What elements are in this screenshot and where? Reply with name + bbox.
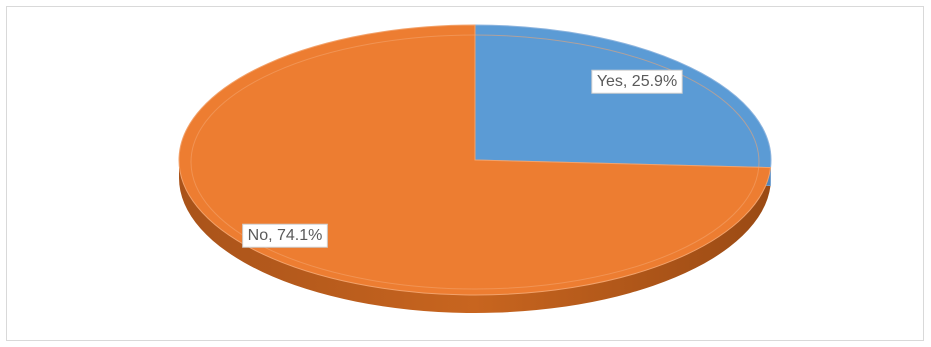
data-label-no: No, 74.1%	[242, 223, 328, 248]
pie-slices	[178, 24, 772, 296]
svg-text:Yes, 25.9%: Yes, 25.9%	[597, 73, 677, 90]
data-label-yes: Yes, 25.9%	[591, 69, 683, 94]
pie-data-labels: Yes, 25.9% No, 74.1%	[242, 69, 683, 248]
svg-text:No, 74.1%: No, 74.1%	[248, 227, 323, 244]
pie-slice-yes	[474, 24, 772, 169]
pie-highlight-ring	[190, 34, 760, 290]
data-label-box	[242, 223, 328, 248]
data-label-box	[591, 69, 683, 94]
